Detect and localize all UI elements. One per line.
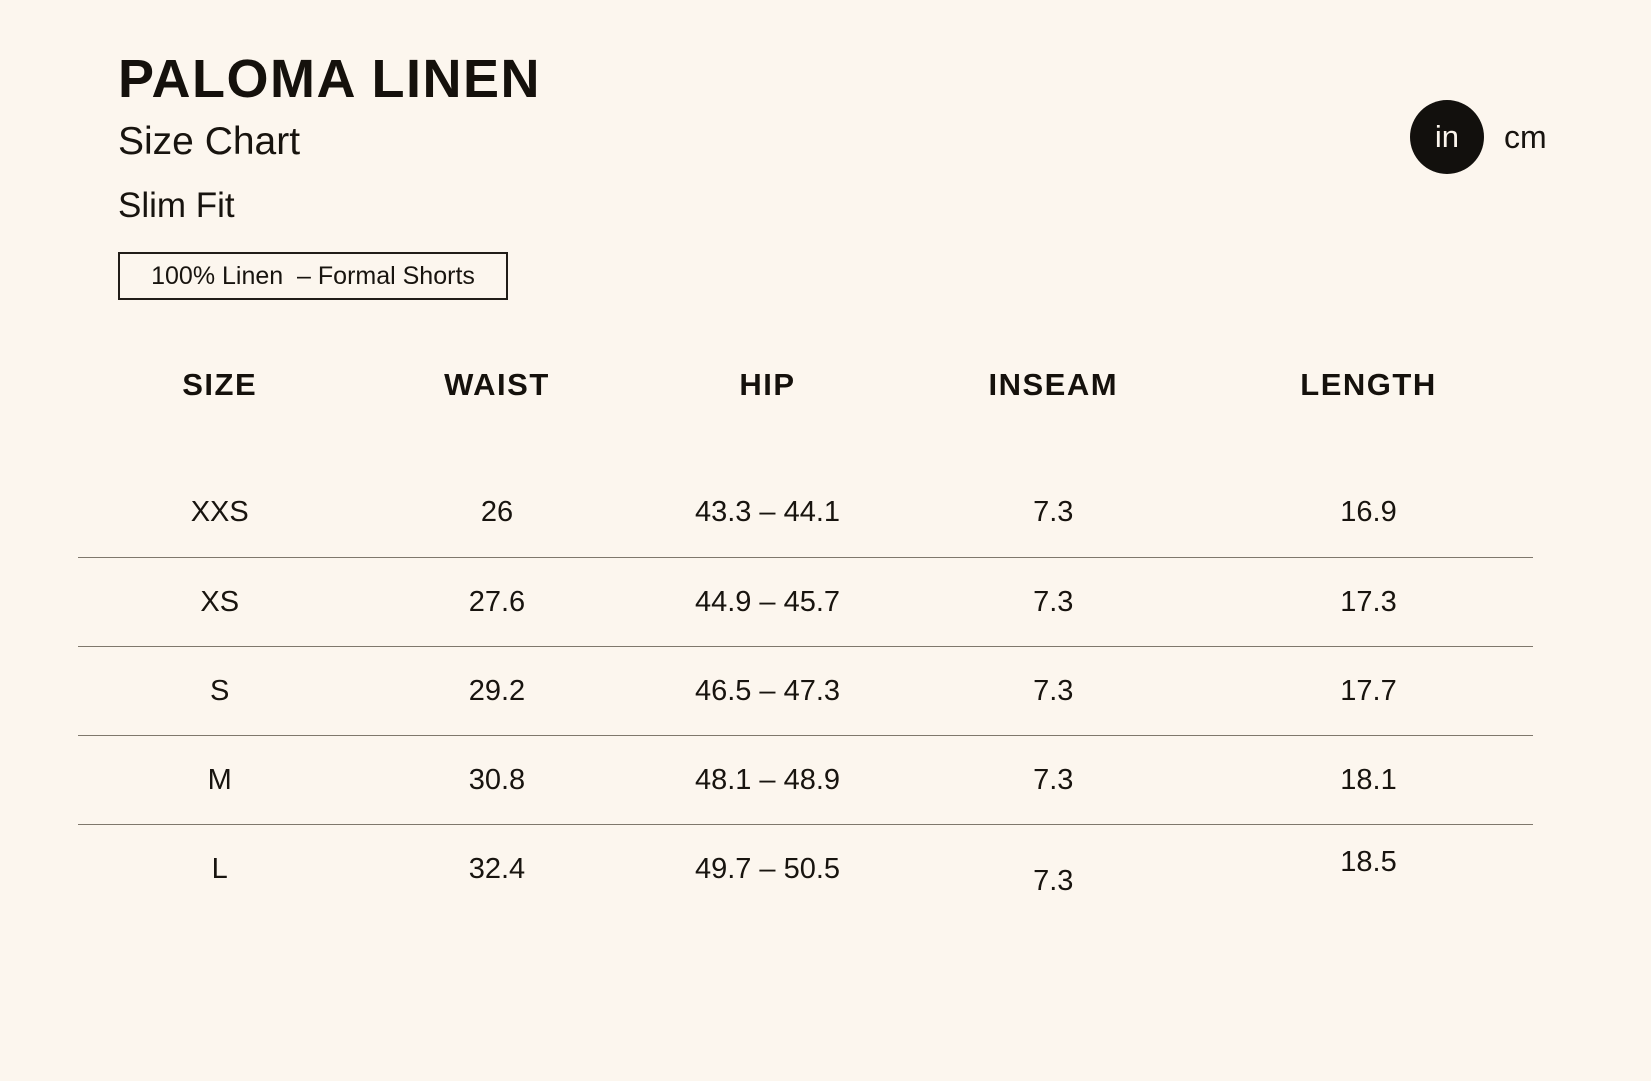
waist-value: 26 <box>480 496 514 528</box>
unit-option-in[interactable]: in <box>1410 100 1484 174</box>
inseam-value: 7.3 <box>1033 864 1074 897</box>
length-value: 16.9 <box>1340 496 1397 528</box>
length-value: 18.5 <box>1340 845 1397 878</box>
column-header-hip: HIP <box>739 367 796 402</box>
column-header-size: SIZE <box>182 367 258 402</box>
inseam-value: 7.3 <box>1033 585 1074 618</box>
page-subtitle: Size Chart <box>118 120 301 163</box>
hip-value: 46.5 – 47.3 <box>694 674 841 707</box>
unit-option-cm[interactable]: cm <box>1504 118 1547 155</box>
material-badge: 100% Linen – Formal Shorts <box>118 252 508 300</box>
length-value: 17.3 <box>1340 585 1397 618</box>
unit-toggle: in cm <box>1410 100 1547 174</box>
hip-value: 43.3 – 44.1 <box>694 496 841 528</box>
table-row: L 32.4 49.7 – 50.5 7.3 18.5 <box>78 824 1533 913</box>
column-header-inseam: INSEAM <box>988 367 1119 402</box>
fit-label: Slim Fit <box>118 186 235 225</box>
column-header-waist: WAIST <box>444 367 550 402</box>
length-value: 17.7 <box>1340 674 1397 707</box>
waist-value: 29.2 <box>468 674 526 707</box>
table-body: XXS 26 43.3 – 44.1 7.3 16.9 XS 27.6 44.9… <box>78 468 1533 913</box>
page-title: PALOMA LINEN <box>118 49 541 109</box>
length-value: 18.1 <box>1340 763 1397 796</box>
inseam-value: 7.3 <box>1033 763 1074 796</box>
size-value: M <box>207 763 232 796</box>
table-row: M 30.8 48.1 – 48.9 7.3 18.1 <box>78 735 1533 824</box>
hip-value: 48.1 – 48.9 <box>694 763 841 796</box>
size-value: S <box>210 674 230 707</box>
waist-value: 30.8 <box>468 763 526 796</box>
table-header-row: SIZE WAIST HIP INSEAM LENGTH <box>78 350 1533 420</box>
size-value: XXS <box>190 496 249 528</box>
size-value: L <box>211 852 228 885</box>
hip-value: 49.7 – 50.5 <box>694 852 841 885</box>
waist-value: 32.4 <box>468 852 526 885</box>
hip-value: 44.9 – 45.7 <box>694 585 841 618</box>
column-header-length: LENGTH <box>1300 367 1437 402</box>
material-badge-label: 100% Linen – Formal Shorts <box>151 261 475 290</box>
table-row: XXS 26 43.3 – 44.1 7.3 16.9 <box>78 468 1533 557</box>
waist-value: 27.6 <box>468 585 526 618</box>
size-value: XS <box>200 585 240 618</box>
size-table: SIZE WAIST HIP INSEAM LENGTH XXS 26 43.3… <box>78 350 1533 913</box>
inseam-value: 7.3 <box>1033 496 1074 528</box>
table-row: XS 27.6 44.9 – 45.7 7.3 17.3 <box>78 557 1533 646</box>
inseam-value: 7.3 <box>1033 674 1074 707</box>
table-row: S 29.2 46.5 – 47.3 7.3 17.7 <box>78 646 1533 735</box>
